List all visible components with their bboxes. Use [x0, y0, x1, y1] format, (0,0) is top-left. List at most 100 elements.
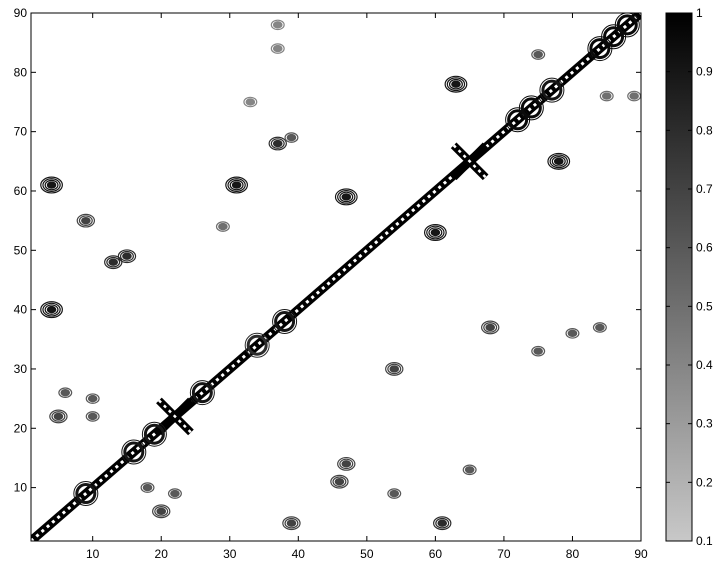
colorbar-tick-label: 0.7	[696, 182, 713, 196]
contour-feature	[244, 332, 270, 358]
contour-ring	[435, 517, 450, 529]
contour-feature	[518, 95, 544, 121]
contour-ring	[549, 154, 568, 169]
contour-ring	[387, 488, 402, 499]
contour-ring	[553, 157, 564, 166]
contour-ring	[531, 345, 546, 357]
contour-layer	[40, 19, 641, 531]
contour-feature	[270, 43, 285, 54]
contour-ring	[286, 133, 297, 142]
x-tick-label: 40	[292, 547, 306, 561]
contour-ring	[533, 50, 543, 59]
contour-ring	[284, 132, 299, 143]
contour-feature	[189, 380, 215, 406]
contour-ring	[229, 179, 244, 191]
contour-ring	[270, 138, 285, 149]
contour-ring	[60, 388, 71, 397]
contour-ring	[541, 79, 563, 101]
contour-ring	[589, 38, 611, 60]
contour-ring	[437, 519, 448, 527]
contour-ring	[444, 75, 468, 93]
contour-ring	[231, 181, 242, 189]
contour-feature	[152, 504, 171, 519]
contour-ring	[334, 188, 358, 206]
contour-feature	[531, 49, 546, 60]
contour-ring	[284, 517, 299, 529]
x-tick-label: 20	[155, 547, 169, 561]
contour-feature	[423, 224, 447, 242]
contour-feature	[58, 387, 73, 398]
colorbar-tick-label: 0.5	[696, 299, 713, 313]
contour-ring	[44, 179, 59, 191]
contour-ring	[141, 421, 167, 447]
contour-ring	[40, 301, 63, 319]
contour-ring	[49, 409, 68, 424]
contour-feature	[49, 409, 68, 424]
contour-feature	[387, 488, 402, 499]
contour-ring	[426, 225, 445, 240]
contour-ring	[76, 213, 96, 228]
colorbar-tick-label: 0.2	[696, 475, 713, 489]
x-tick-label: 10	[86, 547, 100, 561]
contour-feature	[73, 481, 99, 507]
contour-ring	[330, 474, 349, 489]
contour-ring	[46, 181, 57, 189]
contour-feature	[272, 308, 298, 334]
contour-feature	[215, 221, 230, 232]
contour-ring	[272, 139, 283, 148]
colorbar-ticks: 0.1 0.2 0.3 0.4 0.5 0.6 0.7 0.8 0.9 1	[666, 6, 713, 548]
contour-ring	[520, 97, 542, 119]
contour-ring	[385, 362, 404, 376]
contour-feature	[539, 77, 565, 103]
contour-ring	[446, 77, 466, 92]
contour-ring	[87, 412, 98, 421]
contour-ring	[154, 506, 169, 517]
plot-frame	[30, 12, 642, 542]
contour-feature	[225, 176, 249, 194]
contour-ring	[595, 323, 605, 332]
contour-feature	[330, 474, 349, 489]
contour-ring	[58, 387, 73, 398]
contour-feature	[85, 411, 100, 422]
contour-ring	[483, 322, 498, 333]
contour-ring	[108, 258, 119, 266]
contour-ring	[629, 92, 639, 100]
contour-ring	[268, 136, 287, 151]
contour-feature	[104, 255, 123, 270]
contour-ring	[339, 191, 354, 203]
colorbar-tick-label: 0.6	[696, 241, 713, 255]
y-tick-label: 70	[14, 125, 28, 139]
x-tick-label: 50	[360, 547, 374, 561]
contour-ring	[341, 460, 352, 468]
contour-feature	[547, 152, 571, 170]
contour-ring	[448, 78, 463, 90]
contour-feature	[141, 421, 167, 447]
contour-ring	[565, 328, 580, 339]
contour-ring	[337, 456, 356, 471]
y-tick-label: 80	[14, 65, 28, 79]
contour-ring	[485, 323, 496, 332]
contour-ring	[152, 504, 171, 519]
contour-ring	[533, 347, 543, 355]
contour-ring	[189, 380, 215, 406]
contour-ring	[341, 193, 352, 201]
contour-ring	[75, 483, 97, 505]
contour-feature	[627, 90, 641, 102]
contour-ring	[462, 464, 477, 476]
x-axis: 10 20 30 40 50 60 70 80 90	[86, 13, 648, 561]
contour-feature	[450, 142, 489, 181]
contour-feature	[40, 176, 63, 194]
colorbar-tick-label: 1	[696, 6, 703, 20]
contour-ring	[40, 176, 63, 194]
contour-ring	[42, 178, 61, 192]
y-axis: 10 20 30 40 50 60 70 80 90	[14, 6, 641, 495]
colorbar: 0.1 0.2 0.3 0.4 0.5 0.6 0.7 0.8 0.9 1	[665, 6, 713, 548]
contour-ring	[592, 322, 607, 333]
contour-ring	[547, 152, 571, 170]
contour-feature	[614, 13, 640, 38]
contour-ring	[551, 156, 566, 167]
contour-ring	[53, 412, 64, 421]
contour-feature	[334, 188, 358, 206]
contour-ring	[389, 365, 400, 373]
contour-ring	[282, 516, 301, 531]
